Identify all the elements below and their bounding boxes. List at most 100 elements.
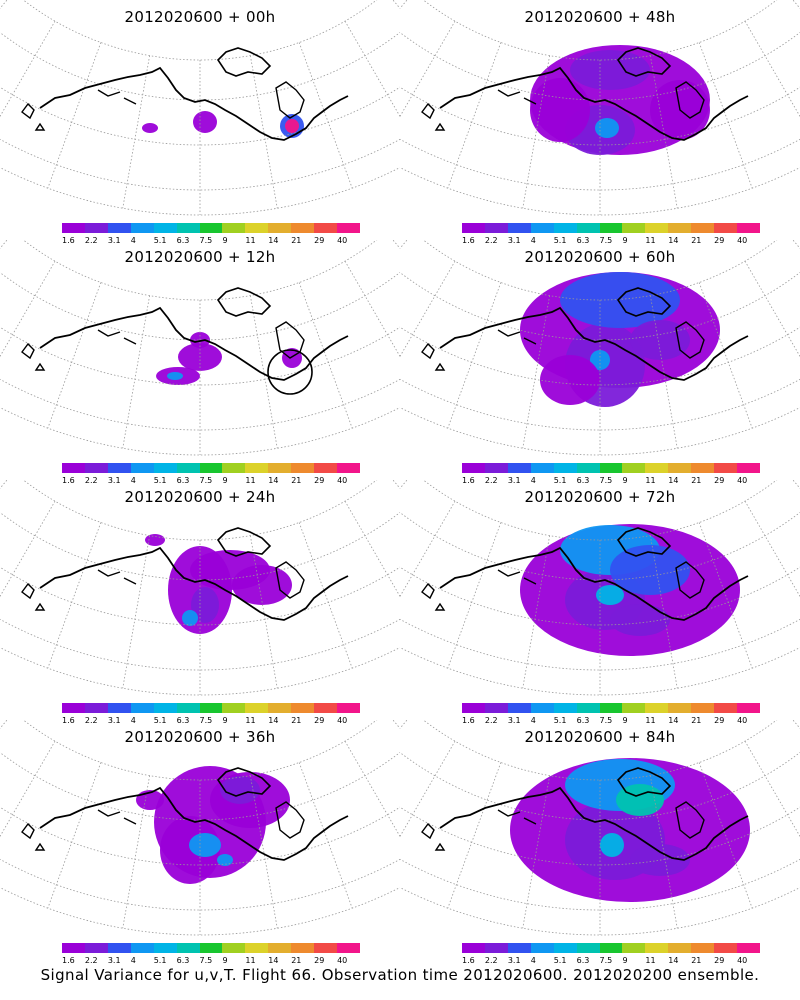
- colorbar-label: 2.2: [84, 476, 98, 485]
- colorbar-label: 21: [291, 956, 302, 965]
- meridian-line: [447, 282, 502, 429]
- colorbar-label: 5.1: [153, 956, 167, 965]
- meridian-line: [447, 762, 502, 909]
- colorbar-swatch: [645, 943, 669, 953]
- colorbar-label: 29: [714, 716, 725, 725]
- colorbar-labels: 1.6 2.2 3.1 4 5.1 6.3 7.5 9 11 14 21 29 40: [62, 236, 360, 246]
- colorbar-label: 11: [645, 956, 656, 965]
- colorbar-swatch: [462, 943, 485, 953]
- colorbar-swatch: [530, 703, 554, 713]
- colorbar-label: 9: [222, 476, 228, 485]
- colorbar-swatch: [553, 463, 577, 473]
- variance-blob: [182, 610, 198, 626]
- colorbar-swatch: [153, 223, 177, 233]
- panel-title: 2012020600 + 00h: [124, 8, 276, 26]
- coastline: [439, 546, 749, 621]
- map-panel: 2012020600 + 84h 1.6 2.2 3.1 4 5.1 6.3 7.5 9 11 14…: [400, 720, 800, 965]
- variance-blob: [630, 320, 690, 360]
- colorbar-label: 40: [737, 956, 748, 965]
- colorbar-label: 5.1: [153, 476, 167, 485]
- variance-blob: [600, 833, 624, 857]
- colorbar-label: 3.1: [107, 956, 121, 965]
- colorbar-swatch: [337, 943, 360, 953]
- latitude-line: [400, 271, 800, 341]
- colorbar-label: 3.1: [507, 716, 521, 725]
- colorbar-swatch: [691, 943, 715, 953]
- colorbar-label: 7.5: [599, 956, 613, 965]
- colorbar-swatch: [599, 703, 623, 713]
- colorbar-label: 6.3: [576, 236, 590, 245]
- colorbar-swatch: [737, 943, 760, 953]
- meridian-line: [522, 55, 551, 209]
- colorbar-label: 14: [268, 956, 279, 965]
- colorbar-label: 9: [222, 236, 228, 245]
- colorbar-label: 40: [337, 716, 348, 725]
- meridian-line: [649, 535, 678, 689]
- colorbar-swatch: [599, 463, 623, 473]
- meridian-line: [0, 740, 56, 838]
- colorbar: [462, 943, 760, 953]
- meridian-line: [344, 20, 400, 118]
- colorbar-label: 2.2: [84, 716, 98, 725]
- colorbar-swatch: [737, 463, 760, 473]
- meridian-line: [400, 500, 456, 598]
- latitude-line: [22, 720, 378, 781]
- variance-blob: [630, 844, 690, 876]
- polar-map: [400, 480, 800, 696]
- colorbar-swatch: [107, 943, 131, 953]
- map-panel: 2012020600 + 72h 1.6 2.2 3.1 4 5.1 6.3 7.5 9 11 14…: [400, 480, 800, 725]
- colorbar-labels: 1.6 2.2 3.1 4 5.1 6.3 7.5 9 11 14 21 29 40: [62, 956, 360, 966]
- variance-field: [520, 272, 720, 407]
- coast-fragment: [97, 809, 137, 825]
- colorbar-swatch: [645, 703, 669, 713]
- colorbar-swatch: [507, 223, 531, 233]
- colorbar-swatch: [462, 463, 485, 473]
- meridian-line: [122, 55, 151, 209]
- colorbar-label: 11: [645, 716, 656, 725]
- colorbar: [462, 223, 760, 233]
- colorbar-swatch: [176, 463, 200, 473]
- colorbar-label: 9: [222, 956, 228, 965]
- colorbar-swatch: [530, 223, 554, 233]
- colorbar-label: 14: [268, 476, 279, 485]
- meridian-line: [744, 740, 800, 838]
- meridian-line: [522, 535, 551, 689]
- colorbar-swatch: [314, 943, 338, 953]
- colorbar-swatch: [176, 703, 200, 713]
- coastline: [39, 306, 349, 381]
- colorbar: [462, 463, 760, 473]
- colorbar: [62, 943, 360, 953]
- colorbar-labels: 1.6 2.2 3.1 4 5.1 6.3 7.5 9 11 14 21 29 40: [462, 956, 760, 966]
- colorbar-swatch: [622, 223, 646, 233]
- meridian-line: [522, 295, 551, 449]
- colorbar-label: 40: [337, 236, 348, 245]
- colorbar-swatch: [107, 223, 131, 233]
- coastline: [39, 66, 349, 141]
- colorbar-swatch: [199, 223, 223, 233]
- colorbar-swatch: [222, 223, 246, 233]
- latitude-line: [400, 31, 800, 101]
- colorbar-swatch: [199, 943, 223, 953]
- colorbar-label: 6.3: [176, 716, 190, 725]
- colorbar-label: 1.6: [462, 716, 475, 725]
- western-islands: [21, 582, 46, 611]
- colorbar-swatch: [530, 943, 554, 953]
- polar-map: [0, 240, 400, 456]
- colorbar-label: 1.6: [62, 236, 75, 245]
- arctic-islands: [616, 527, 672, 557]
- flight-track-circle: [267, 349, 313, 395]
- map-panel: 2012020600 + 12h 1.6 2.2 3.1 4 5.1 6.3 7.5 9 11 14…: [0, 240, 400, 485]
- colorbar-label: 7.5: [199, 716, 213, 725]
- colorbar-label: 9: [622, 236, 628, 245]
- colorbar-swatch: [599, 943, 623, 953]
- colorbar-swatch: [462, 703, 485, 713]
- colorbar-swatch: [691, 223, 715, 233]
- polar-map: [0, 0, 400, 216]
- meridian-line: [344, 500, 400, 598]
- colorbar-swatch: [222, 943, 246, 953]
- colorbar-label: 2.2: [84, 236, 98, 245]
- latitude-line: [22, 240, 378, 301]
- colorbar-label: 5.1: [553, 716, 567, 725]
- colorbar-swatch: [576, 223, 600, 233]
- latitude-line: [0, 31, 400, 101]
